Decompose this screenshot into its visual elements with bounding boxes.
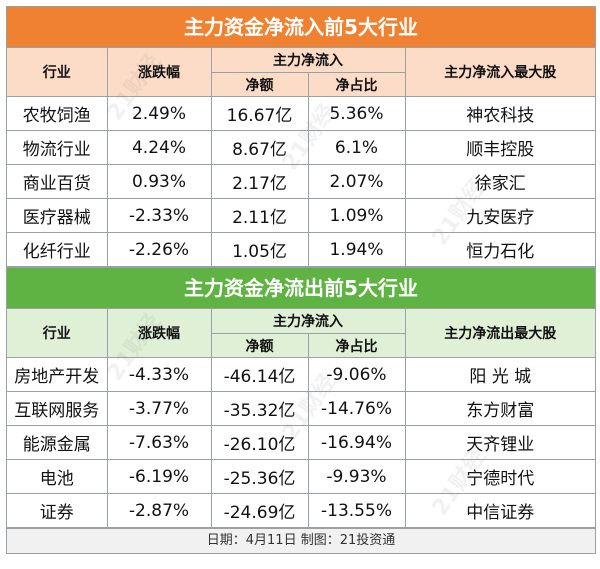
ratio-cell: -16.94% [307, 425, 406, 460]
amount-cell: -26.10亿 [210, 425, 309, 460]
header-industry: 行业 [7, 48, 108, 97]
amount-cell: 8.67亿 [210, 130, 309, 165]
change-cell: -2.87% [106, 493, 212, 528]
table-row: 互联网服务 -3.77% -35.32亿 -14.76% 东方财富 [7, 391, 595, 426]
industry-cell: 农牧饲渔 [7, 96, 108, 131]
ratio-cell: 1.09% [307, 198, 406, 233]
ratio-cell: -9.93% [307, 459, 406, 494]
table-row: 商业百货 0.93% 2.17亿 2.07% 徐家汇 [7, 164, 595, 199]
header-main-flow: 主力净流入 [210, 309, 406, 334]
industry-cell: 化纤行业 [7, 232, 108, 267]
table-row: 电池 -6.19% -25.36亿 -9.93% 宁德时代 [7, 459, 595, 494]
amount-cell: 2.17亿 [210, 164, 309, 199]
footer-caption: 日期：4月11日 制图：21投资通 [7, 528, 595, 553]
industry-cell: 医疗器械 [7, 198, 108, 233]
change-cell: -6.19% [106, 459, 212, 494]
change-cell: -2.33% [106, 198, 212, 233]
report-card: 主力资金净流入前5大行业 行业 涨跌幅 主力净流入 主力净流入最大股 净额 净占… [6, 6, 596, 554]
header-change: 涨跌幅 [106, 309, 212, 358]
change-cell: -7.63% [106, 425, 212, 460]
table-row: 农牧饲渔 2.49% 16.67亿 5.36% 神农科技 [7, 96, 595, 131]
ratio-cell: -13.55% [307, 493, 406, 528]
outflow-table: 行业 涨跌幅 主力净流入 主力净流出最大股 净额 净占比 房地产开发 -4.33… [7, 309, 595, 528]
outflow-title: 主力资金净流出前5大行业 [7, 267, 595, 309]
header-ratio: 净占比 [307, 72, 405, 97]
header-change: 涨跌幅 [106, 48, 212, 97]
stock-cell: 徐家汇 [404, 164, 595, 199]
industry-cell: 互联网服务 [7, 391, 108, 426]
industry-cell: 证券 [7, 493, 108, 528]
stock-cell: 天齐锂业 [404, 425, 595, 460]
stock-cell: 宁德时代 [404, 459, 595, 494]
amount-cell: 1.05亿 [210, 232, 309, 267]
industry-cell: 能源金属 [7, 425, 108, 460]
change-cell: -2.26% [106, 232, 212, 267]
amount-cell: -24.69亿 [210, 493, 309, 528]
header-main-flow: 主力净流入 [210, 48, 406, 73]
amount-cell: 2.11亿 [210, 198, 309, 233]
header-amount: 净额 [211, 333, 309, 358]
change-cell: -4.33% [106, 357, 212, 392]
table-row: 房地产开发 -4.33% -46.14亿 -9.06% 阳 光 城 [7, 357, 595, 392]
table-row: 化纤行业 -2.26% 1.05亿 1.94% 恒力石化 [7, 232, 595, 267]
header-industry: 行业 [7, 309, 108, 358]
change-cell: -3.77% [106, 391, 212, 426]
amount-cell: -46.14亿 [210, 357, 309, 392]
table-row: 医疗器械 -2.33% 2.11亿 1.09% 九安医疗 [7, 198, 595, 233]
stock-cell: 顺丰控股 [404, 130, 595, 165]
table-row: 能源金属 -7.63% -26.10亿 -16.94% 天齐锂业 [7, 425, 595, 460]
amount-cell: -25.36亿 [210, 459, 309, 494]
amount-cell: 16.67亿 [210, 96, 309, 131]
industry-cell: 商业百货 [7, 164, 108, 199]
industry-cell: 物流行业 [7, 130, 108, 165]
industry-cell: 房地产开发 [7, 357, 108, 392]
change-cell: 0.93% [106, 164, 212, 199]
change-cell: 4.24% [106, 130, 212, 165]
ratio-cell: 5.36% [307, 96, 406, 131]
ratio-cell: 1.94% [307, 232, 406, 267]
header-ratio: 净占比 [307, 333, 405, 358]
stock-cell: 中信证券 [404, 493, 595, 528]
header-amount: 净额 [211, 72, 309, 97]
change-cell: 2.49% [106, 96, 212, 131]
stock-cell: 阳 光 城 [404, 357, 595, 392]
ratio-cell: -14.76% [307, 391, 406, 426]
amount-cell: -35.32亿 [210, 391, 309, 426]
ratio-cell: 6.1% [307, 130, 406, 165]
header-top-stock: 主力净流入最大股 [404, 48, 595, 97]
stock-cell: 恒力石化 [404, 232, 595, 267]
ratio-cell: -9.06% [307, 357, 406, 392]
table-row: 物流行业 4.24% 8.67亿 6.1% 顺丰控股 [7, 130, 595, 165]
ratio-cell: 2.07% [307, 164, 406, 199]
stock-cell: 神农科技 [404, 96, 595, 131]
header-top-stock: 主力净流出最大股 [404, 309, 595, 358]
inflow-title: 主力资金净流入前5大行业 [7, 7, 595, 48]
table-row: 证券 -2.87% -24.69亿 -13.55% 中信证券 [7, 493, 595, 528]
industry-cell: 电池 [7, 459, 108, 494]
stock-cell: 九安医疗 [404, 198, 595, 233]
stock-cell: 东方财富 [404, 391, 595, 426]
inflow-table: 行业 涨跌幅 主力净流入 主力净流入最大股 净额 净占比 农牧饲渔 2.49% … [7, 48, 595, 267]
